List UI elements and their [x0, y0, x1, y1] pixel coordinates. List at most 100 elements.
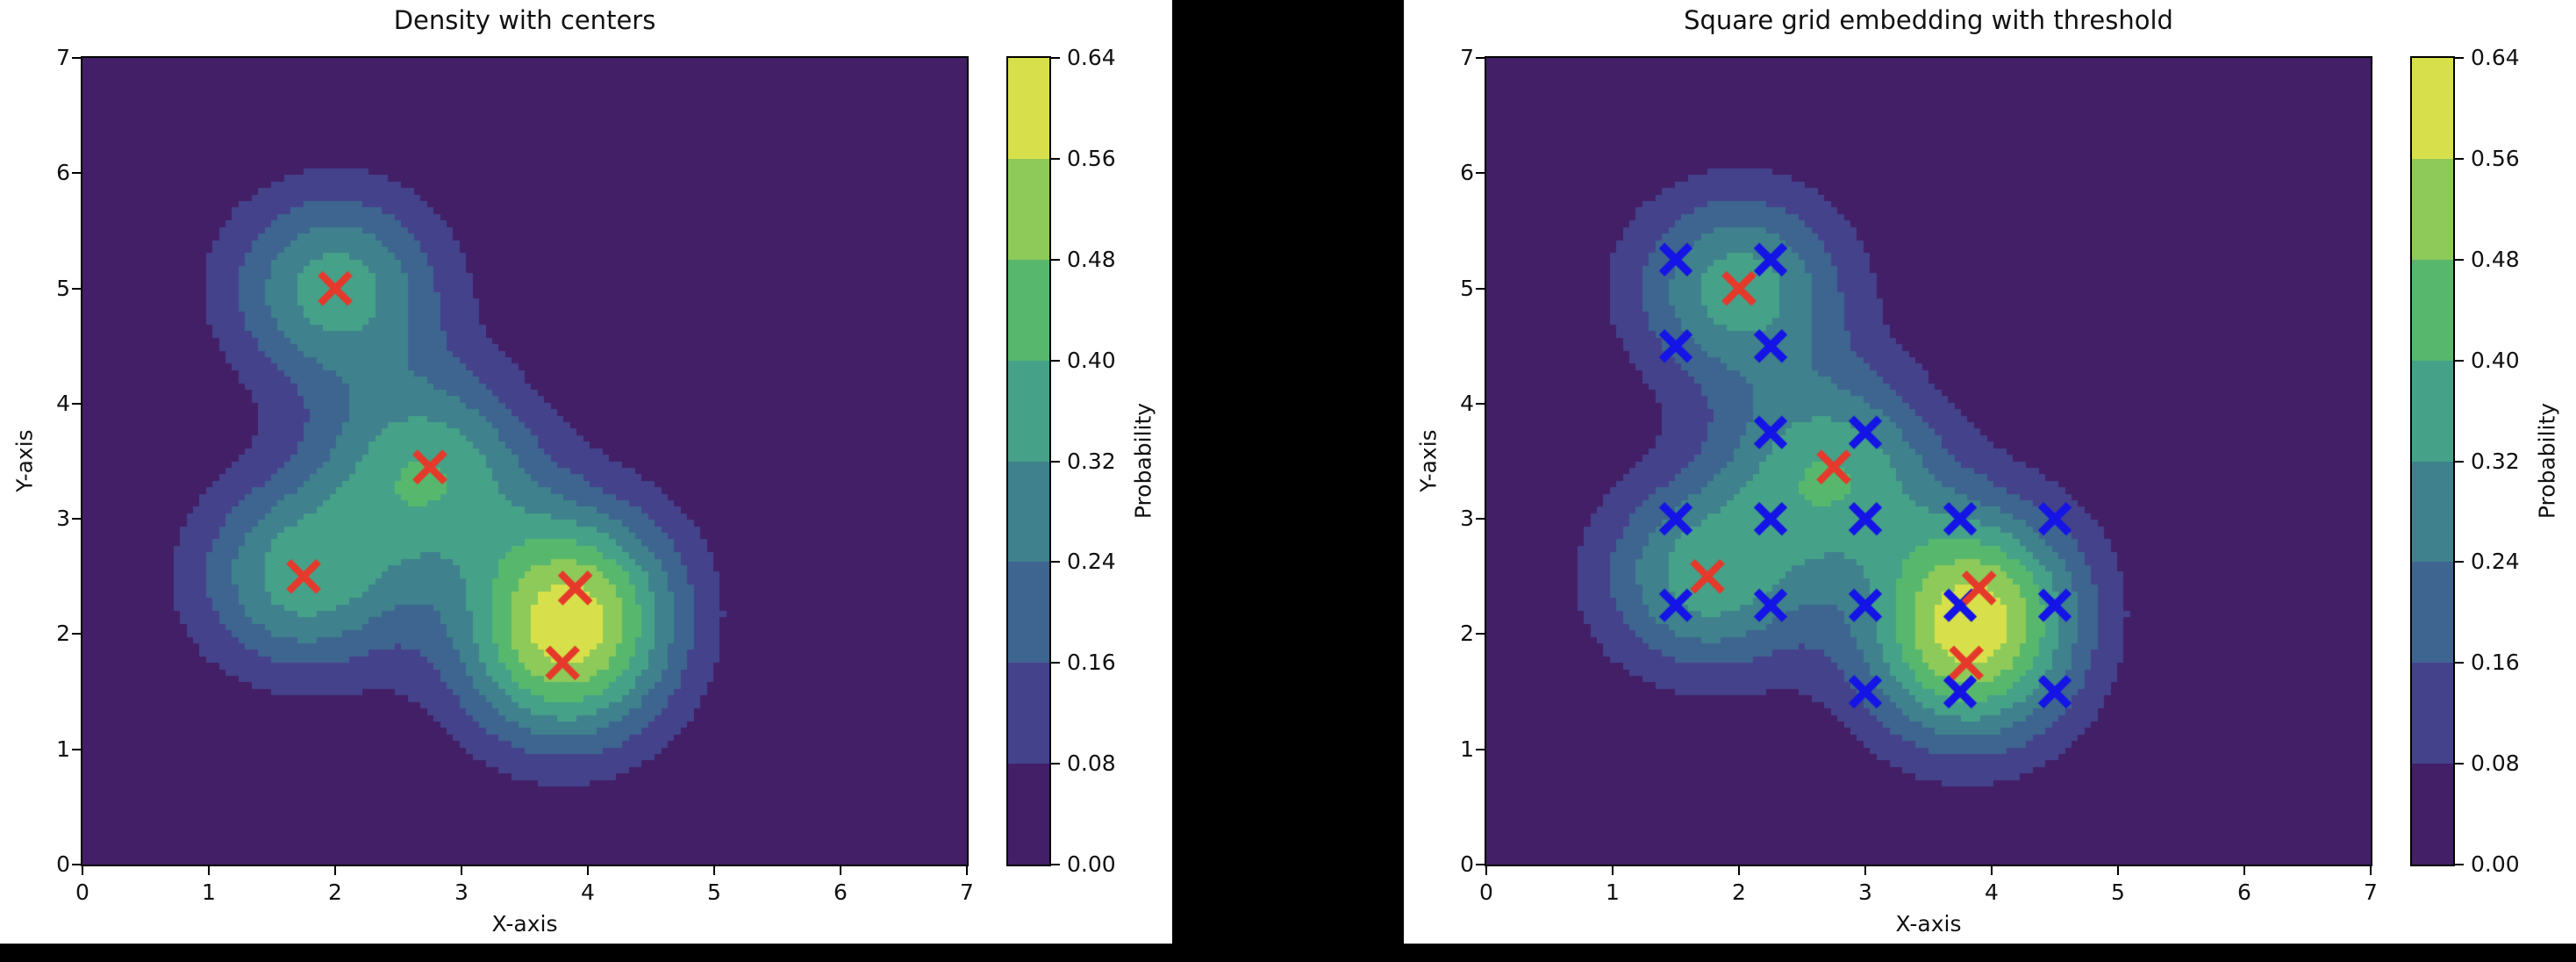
y-tick-mark — [72, 633, 81, 635]
colorbar-tick-label: 0.64 — [2471, 45, 2520, 70]
colorbar-tick-mark — [1051, 460, 1060, 463]
colorbar-tick-mark — [1051, 561, 1060, 564]
x-tick-label: 6 — [2237, 879, 2251, 905]
y-tick-mark — [1476, 172, 1485, 175]
colorbar-band — [1008, 259, 1049, 361]
colorbar-band — [1008, 764, 1049, 865]
x-tick-label: 1 — [202, 879, 216, 905]
figure-density-with-centers: Density with centers 0 1 2 3 4 5 6 7 0 1 2 3 4 5 6 7 X… — [0, 0, 1172, 944]
colorbar-tick-label: 0.40 — [2471, 347, 2520, 373]
colorbar-tick-mark — [2455, 460, 2464, 463]
x-tick-label: 7 — [960, 879, 974, 905]
density-contour-canvas — [82, 58, 967, 865]
colorbar-label: Probability — [1130, 402, 1156, 520]
y-axis-label: Y-axis — [11, 429, 38, 492]
colorbar — [1006, 56, 1051, 866]
y-tick-mark — [1476, 748, 1485, 750]
y-tick-label: 5 — [56, 275, 70, 301]
colorbar-tick-label: 0.32 — [2471, 448, 2520, 474]
colorbar-tick-label: 0.08 — [2471, 750, 2520, 777]
x-tick-label: 4 — [581, 879, 595, 905]
x-tick-label: 2 — [328, 879, 342, 905]
x-tick-mark — [966, 866, 968, 875]
x-tick-label: 5 — [707, 879, 721, 905]
colorbar-tick-mark — [2455, 763, 2464, 765]
colorbar-band — [1008, 562, 1049, 664]
colorbar-tick-label: 0.32 — [1067, 448, 1116, 474]
colorbar-tick-mark — [1051, 359, 1060, 362]
x-tick-label: 3 — [1858, 879, 1872, 905]
y-tick-label: 0 — [1460, 851, 1474, 877]
colorbar-tick-label: 0.00 — [1067, 851, 1116, 877]
x-tick-mark — [2117, 866, 2119, 875]
x-tick-mark — [2243, 866, 2245, 875]
y-tick-mark — [1476, 633, 1485, 635]
colorbar-tick-mark — [2455, 258, 2464, 261]
colorbar-band — [2412, 461, 2453, 563]
colorbar-tick-mark — [2455, 359, 2464, 362]
x-tick-label: 4 — [1985, 879, 1999, 905]
y-tick-mark — [72, 172, 81, 175]
colorbar-tick-label: 0.16 — [2471, 650, 2520, 676]
y-tick-label: 6 — [56, 160, 70, 186]
x-tick-mark — [1485, 866, 1487, 875]
y-tick-mark — [1476, 57, 1485, 59]
y-tick-label: 2 — [1460, 621, 1474, 647]
colorbar-tick-label: 0.40 — [1067, 347, 1116, 373]
colorbar-tick-label: 0.24 — [2471, 549, 2520, 575]
colorbar-band — [1008, 158, 1049, 260]
colorbar-tick-label: 0.56 — [1067, 145, 1116, 171]
y-tick-mark — [72, 57, 81, 59]
colorbar-band — [1008, 360, 1049, 462]
y-axis-label: Y-axis — [1415, 429, 1442, 492]
x-tick-mark — [1864, 866, 1866, 875]
y-tick-label: 5 — [1460, 275, 1474, 301]
colorbar-tick-mark — [2455, 864, 2464, 865]
y-tick-mark — [1476, 864, 1485, 865]
y-tick-label: 3 — [1460, 506, 1474, 532]
colorbar-band — [1008, 663, 1049, 765]
colorbar-tick-mark — [1051, 258, 1060, 261]
colorbar-tick-mark — [1051, 763, 1060, 765]
density-contour-canvas — [1486, 58, 2371, 865]
y-tick-mark — [1476, 287, 1485, 290]
colorbar-tick-mark — [2455, 157, 2464, 160]
x-tick-mark — [334, 866, 336, 875]
x-tick-mark — [82, 866, 83, 875]
plot-area — [81, 56, 969, 866]
y-tick-mark — [1476, 402, 1485, 405]
x-tick-mark — [840, 866, 841, 875]
colorbar-tick-label: 0.16 — [1067, 650, 1116, 676]
x-tick-mark — [461, 866, 462, 875]
y-tick-label: 0 — [56, 851, 70, 877]
colorbar-band — [2412, 58, 2453, 159]
y-tick-label: 7 — [1460, 45, 1474, 70]
x-tick-label: 0 — [75, 879, 89, 905]
figure-square-grid-embedding: Square grid embedding with threshold 0 1 2… — [1404, 0, 2576, 944]
y-tick-label: 2 — [56, 621, 70, 647]
y-tick-label: 1 — [1460, 736, 1474, 762]
x-tick-label: 1 — [1606, 879, 1620, 905]
y-tick-mark — [72, 402, 81, 405]
colorbar-band — [2412, 158, 2453, 260]
colorbar-band — [2412, 663, 2453, 765]
colorbar-band — [2412, 562, 2453, 664]
y-tick-mark — [1476, 518, 1485, 520]
x-tick-mark — [1738, 866, 1740, 875]
colorbar-tick-mark — [1051, 864, 1060, 865]
x-tick-mark — [1612, 866, 1614, 875]
y-tick-mark — [72, 748, 81, 750]
colorbar-tick-label: 0.24 — [1067, 549, 1116, 575]
y-tick-label: 4 — [56, 390, 70, 416]
colorbar-tick-mark — [1051, 57, 1060, 59]
colorbar-tick-label: 0.48 — [2471, 246, 2520, 272]
colorbar-tick-mark — [1051, 157, 1060, 160]
x-tick-mark — [1991, 866, 1993, 875]
colorbar-band — [1008, 461, 1049, 563]
colorbar-band — [2412, 764, 2453, 865]
y-tick-label: 6 — [1460, 160, 1474, 186]
colorbar-tick-label: 0.64 — [1067, 45, 1116, 70]
y-tick-mark — [72, 518, 81, 520]
colorbar-band — [1008, 58, 1049, 159]
